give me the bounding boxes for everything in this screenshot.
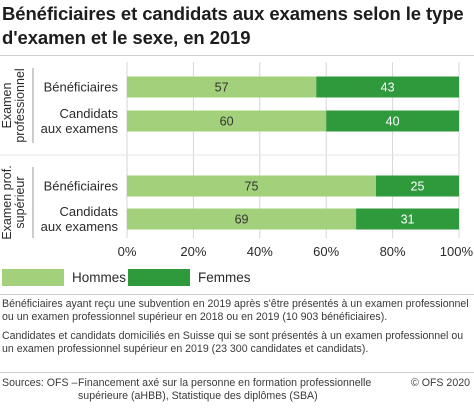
source-divider (0, 372, 474, 373)
category-label-1-0-0: Bénéficiaires (44, 179, 119, 194)
x-tick-label-2: 40% (247, 244, 273, 259)
legend-label-femmes: Femmes (198, 270, 251, 285)
legend-divider (0, 294, 474, 295)
x-tick-label-1: 20% (180, 244, 206, 259)
x-tick-label-3: 60% (313, 244, 339, 259)
x-tick-label-4: 80% (380, 244, 406, 259)
x-tick-label-0: 0% (118, 244, 137, 259)
legend-swatch-femmes (128, 269, 190, 286)
group-label-1-0: Examen prof. (0, 165, 14, 239)
title-divider (0, 55, 474, 56)
note-candidats: Candidates et candidats domiciliés en Su… (2, 330, 464, 355)
x-tick-label-5: 100% (440, 244, 474, 259)
category-label-1-1-1: aux examens (41, 219, 119, 234)
data-label-1-0-1: 25 (411, 180, 425, 194)
data-label-0-1-1: 40 (386, 115, 400, 129)
data-label-0-1-0: 60 (220, 115, 234, 129)
bar-segment-hommes-1-1 (127, 208, 357, 230)
bar-segment-hommes-0-1 (127, 110, 327, 132)
data-label-1-1-0: 69 (235, 213, 249, 227)
legend-swatch-hommes (2, 269, 64, 286)
bar-segment-femmes-1-0 (376, 175, 459, 197)
category-label-0-1-0: Candidats (59, 106, 118, 121)
data-label-0-0-0: 57 (215, 81, 229, 95)
group-label-0-1: professionnel (13, 68, 27, 142)
source-body: Financement axé sur la personne en forma… (78, 377, 372, 402)
bar-segment-hommes-0-0 (127, 76, 317, 98)
bar-segment-femmes-1-1 (356, 208, 459, 230)
data-label-1-1-1: 31 (401, 213, 415, 227)
bar-segment-femmes-0-0 (316, 76, 459, 98)
note-beneficiaires: Bénéficiaires ayant reçu une subvention … (2, 298, 469, 323)
copyright: © OFS 2020 (410, 377, 470, 389)
data-label-1-0-0: 75 (245, 180, 259, 194)
category-label-0-1-1: aux examens (41, 121, 119, 136)
group-label-1-1: supérieur (13, 176, 27, 228)
legend-label-hommes: Hommes (72, 270, 127, 285)
data-label-0-0-1: 43 (381, 81, 395, 95)
group-label-0-0: Examen (0, 83, 14, 129)
bar-segment-femmes-0-1 (326, 110, 459, 132)
category-label-0-0-0: Bénéficiaires (44, 80, 119, 95)
source-prefix: Sources: OFS – (2, 377, 78, 389)
category-label-1-1-0: Candidats (59, 204, 118, 219)
chart-title: Bénéficiaires et candidats aux examens s… (2, 3, 464, 48)
bar-segment-hommes-1-0 (127, 175, 376, 197)
